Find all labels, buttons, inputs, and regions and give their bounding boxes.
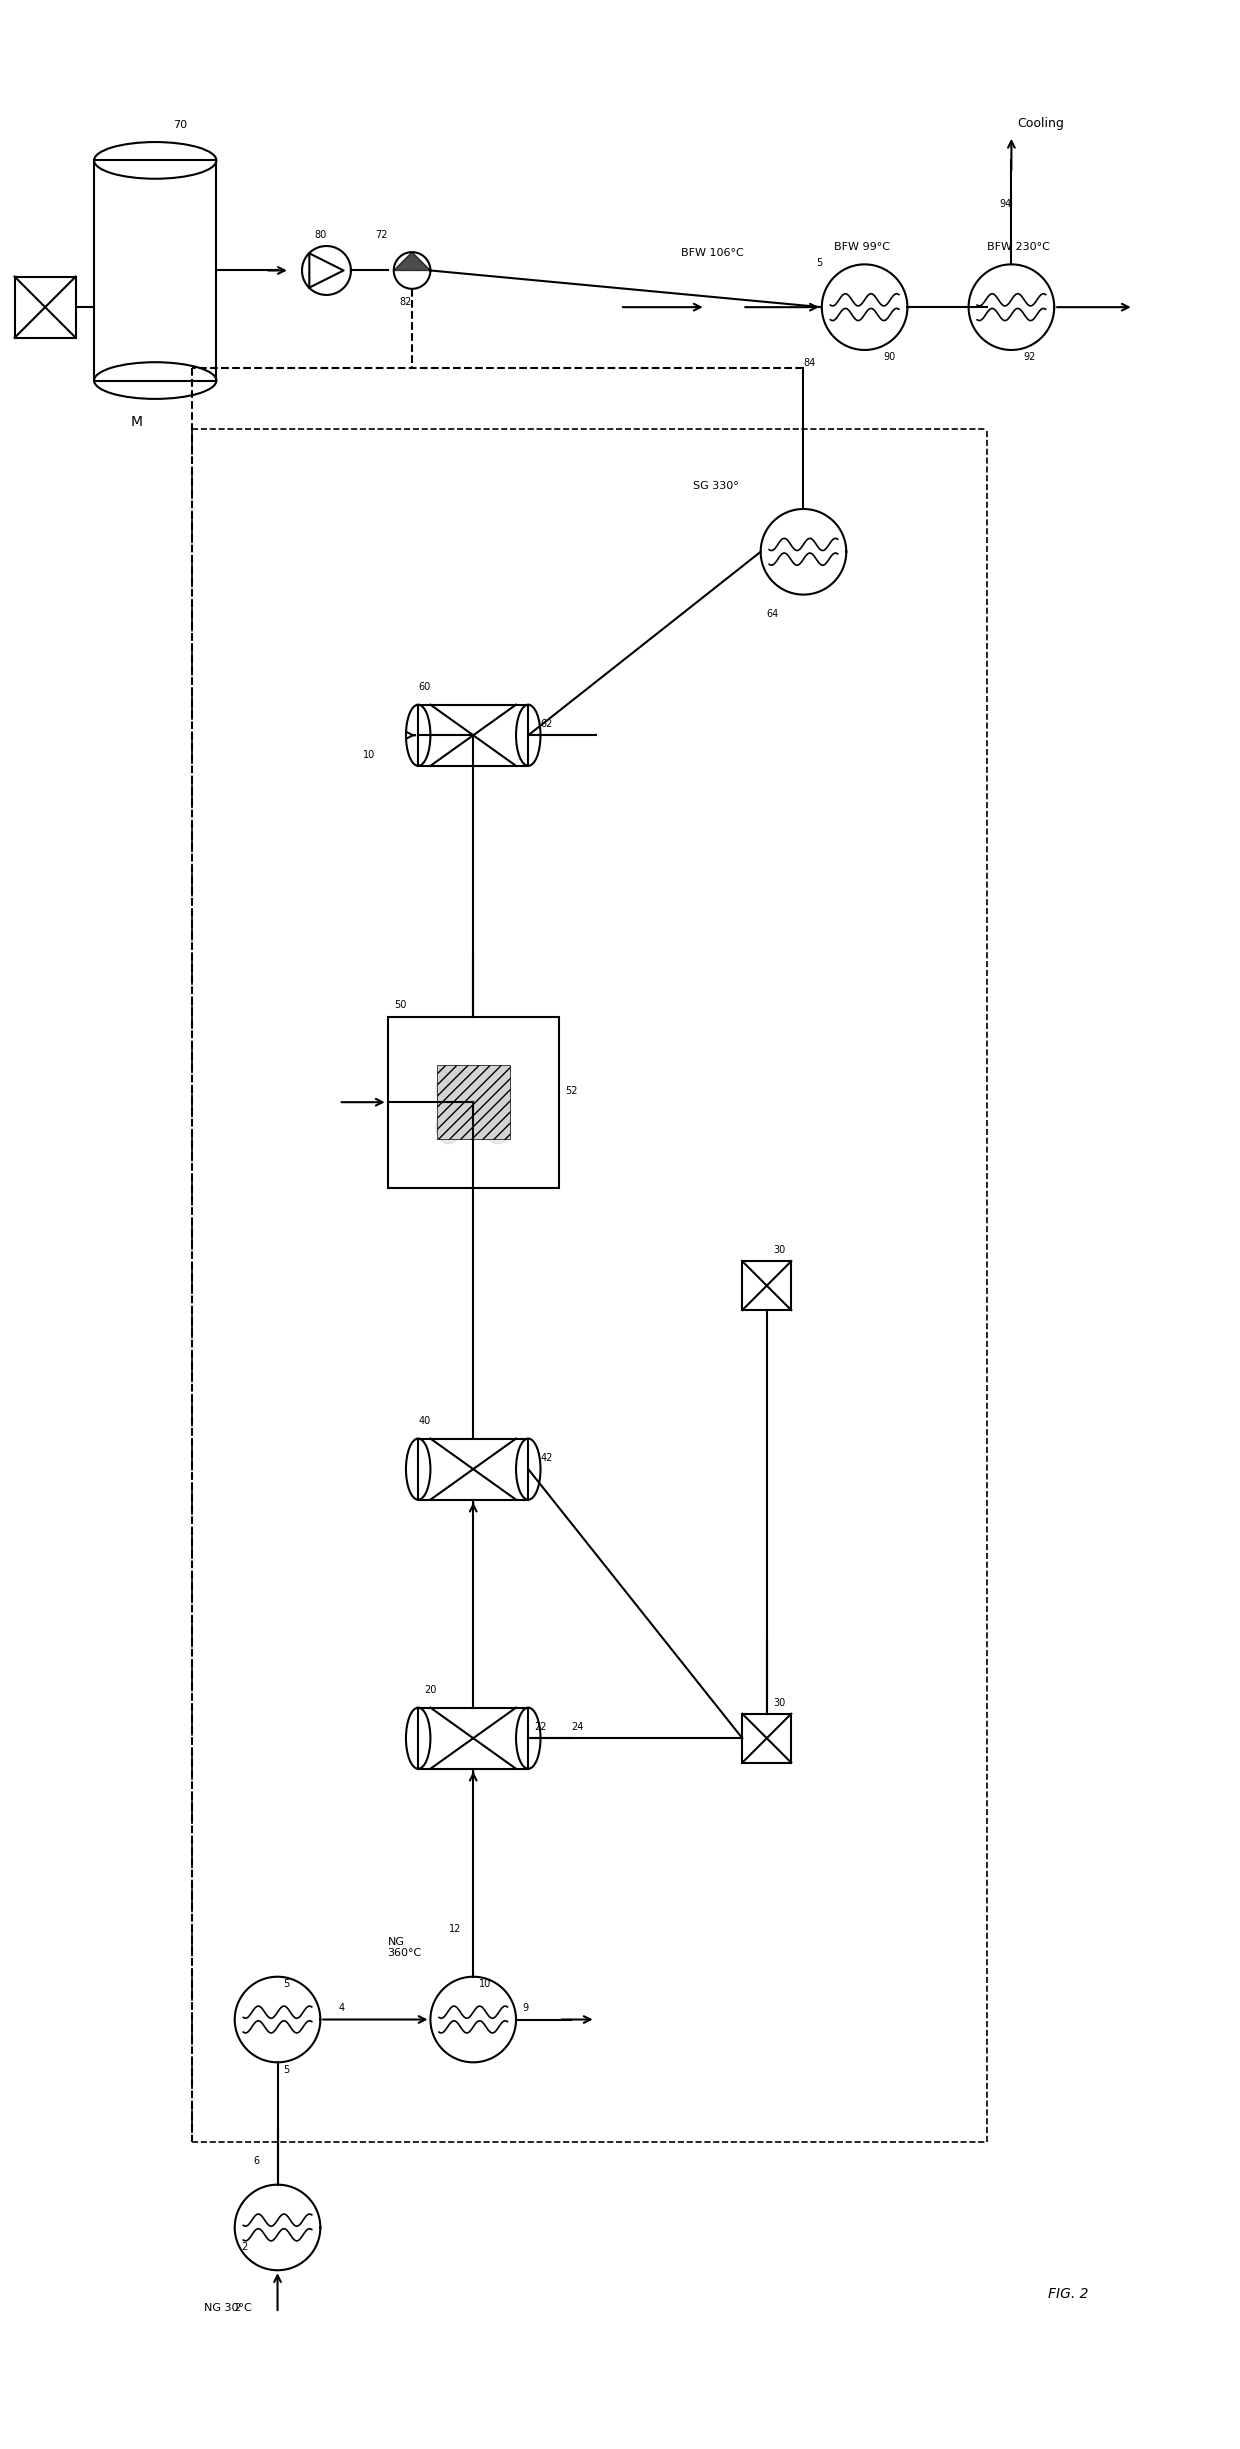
- Text: 60: 60: [418, 683, 430, 693]
- Text: 30: 30: [773, 1244, 785, 1254]
- Text: 92: 92: [1024, 353, 1035, 362]
- Text: 2: 2: [234, 2302, 241, 2312]
- Bar: [743, 1261, 791, 1310]
- Text: 40: 40: [418, 1416, 430, 1425]
- Text: 82: 82: [399, 296, 412, 306]
- Bar: [418, 1438, 528, 1499]
- Text: 20: 20: [424, 1685, 436, 1695]
- Text: NG
360°C: NG 360°C: [388, 1937, 422, 1959]
- Text: 62: 62: [541, 720, 553, 730]
- Text: SG 330°: SG 330°: [693, 480, 739, 490]
- Text: BFW 99°C: BFW 99°C: [835, 242, 890, 252]
- Text: 5: 5: [816, 257, 822, 267]
- Text: 6: 6: [253, 2155, 259, 2167]
- Text: NG 30°C: NG 30°C: [205, 2302, 252, 2312]
- Text: 2: 2: [241, 2241, 247, 2253]
- Bar: [418, 705, 528, 767]
- Text: 4: 4: [339, 2003, 345, 2013]
- Bar: [418, 1707, 528, 1768]
- Bar: [388, 1016, 559, 1188]
- Text: Cooling: Cooling: [1018, 118, 1064, 130]
- Text: 94: 94: [999, 198, 1012, 208]
- Text: 50: 50: [394, 1002, 405, 1011]
- Text: 22: 22: [534, 1722, 547, 1731]
- Polygon shape: [436, 1073, 461, 1107]
- Text: 90: 90: [883, 353, 895, 362]
- Text: 84: 84: [804, 358, 816, 367]
- Text: FIG. 2: FIG. 2: [1048, 2287, 1089, 2302]
- Polygon shape: [485, 1109, 511, 1144]
- Text: 24: 24: [572, 1722, 584, 1731]
- Text: 64: 64: [766, 610, 779, 620]
- Text: 5: 5: [284, 2065, 290, 2074]
- Text: 30: 30: [773, 1697, 785, 1707]
- Text: 10: 10: [363, 749, 376, 759]
- Text: 72: 72: [376, 230, 388, 240]
- Text: BFW 106°C: BFW 106°C: [681, 247, 744, 257]
- Bar: [743, 1714, 791, 1763]
- Text: 5: 5: [284, 1979, 290, 1989]
- Polygon shape: [485, 1073, 511, 1107]
- Polygon shape: [436, 1109, 461, 1144]
- Text: 70: 70: [174, 120, 187, 130]
- Polygon shape: [394, 252, 430, 269]
- Text: 80: 80: [314, 230, 326, 240]
- Text: 9: 9: [522, 2003, 528, 2013]
- Text: 42: 42: [541, 1452, 553, 1462]
- Text: M: M: [131, 416, 143, 429]
- Text: 10: 10: [480, 1979, 491, 1989]
- Bar: [94, 159, 216, 380]
- Text: 52: 52: [565, 1085, 578, 1097]
- Bar: [436, 1065, 510, 1139]
- Text: BFW 230°C: BFW 230°C: [987, 242, 1050, 252]
- Text: 12: 12: [449, 1925, 461, 1935]
- Bar: [15, 277, 76, 338]
